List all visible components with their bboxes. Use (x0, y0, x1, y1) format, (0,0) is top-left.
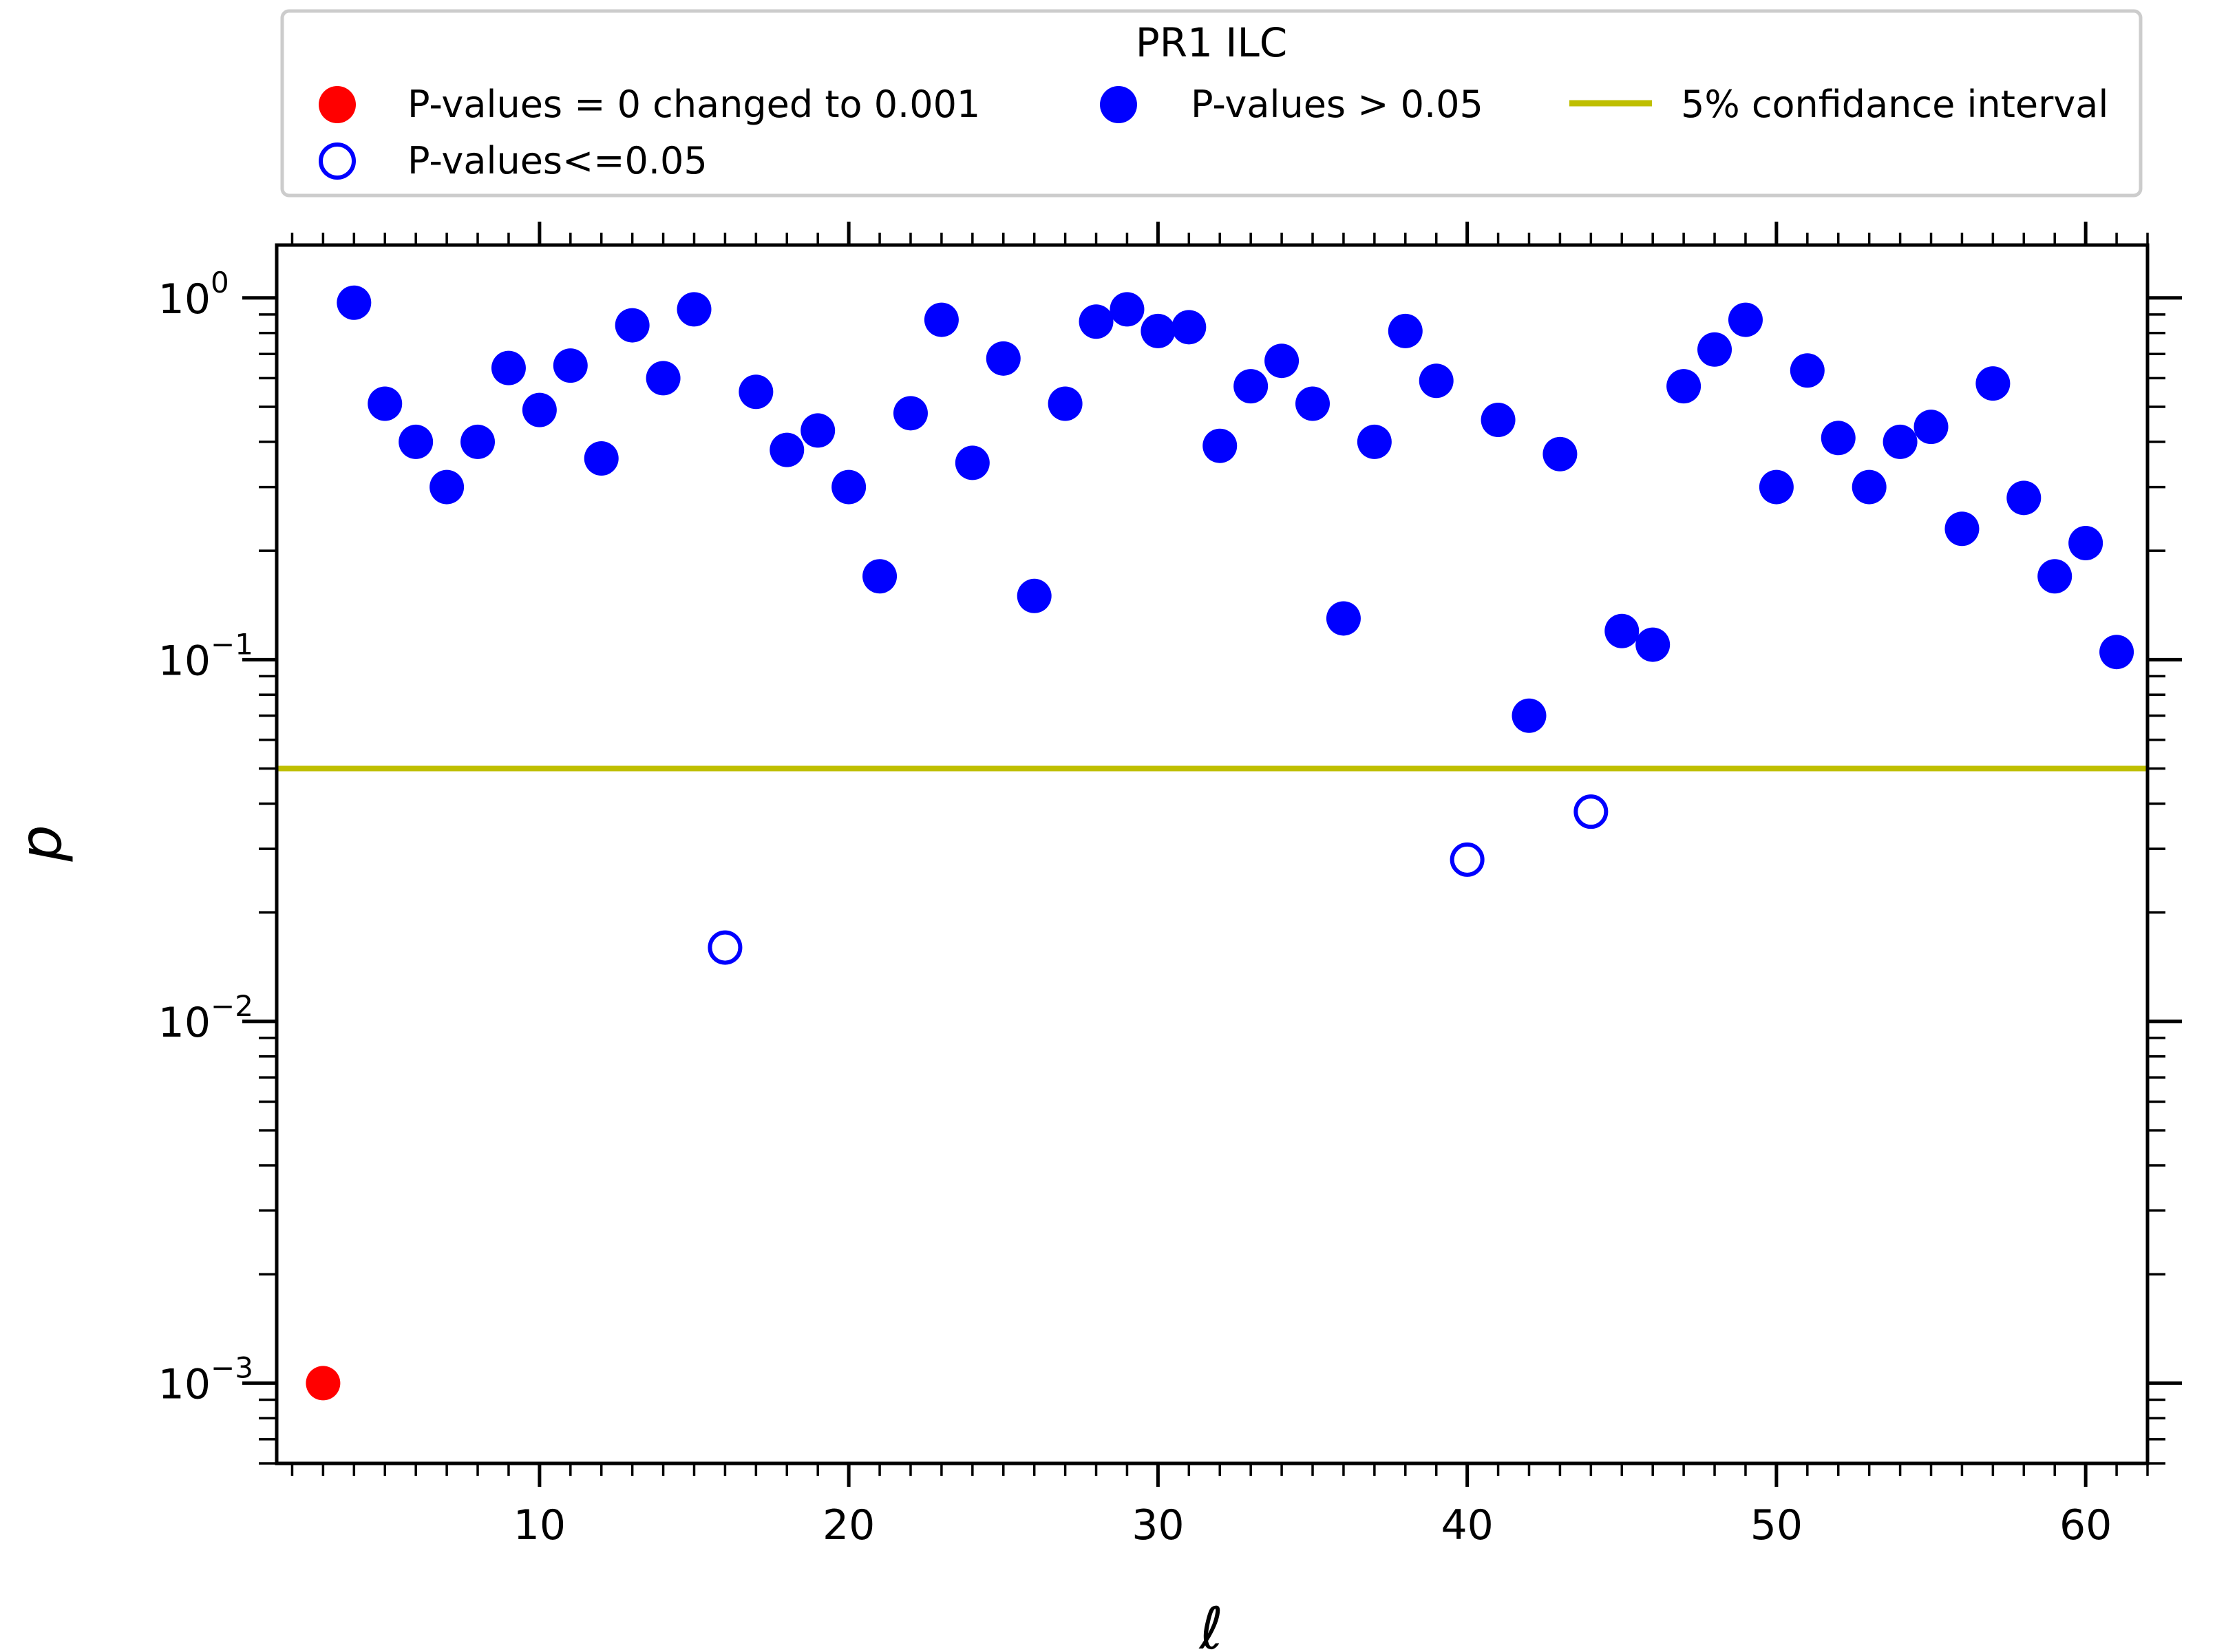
legend-title: PR1 ILC (1136, 19, 1288, 66)
legend-label-zero-pvalues: P-values = 0 changed to 0.001 (407, 83, 980, 126)
x-axis-label: ℓ (1198, 1595, 1224, 1652)
large-pvalue-point (399, 424, 434, 459)
large-pvalue-point (1697, 332, 1732, 367)
large-pvalue-point (1357, 424, 1392, 459)
x-tick-label: 40 (1441, 1501, 1493, 1549)
large-pvalue-point (1326, 601, 1361, 636)
large-pvalue-point (646, 361, 681, 396)
large-pvalue-point (1852, 469, 1887, 505)
large-pvalue-point (955, 445, 990, 480)
large-pvalue-point (924, 302, 959, 337)
large-pvalue-point (1141, 313, 1176, 348)
large-pvalue-point (1821, 421, 1856, 456)
y-tick-label-exponent: 0 (211, 266, 229, 299)
large-pvalue-point (1233, 369, 1269, 404)
large-pvalue-point (1913, 410, 1949, 445)
large-pvalue-point (584, 441, 619, 476)
large-pvalue-point (1512, 698, 1547, 733)
large-pvalue-point (430, 469, 465, 505)
large-pvalue-point (801, 413, 836, 448)
small-pvalue-point (708, 930, 743, 965)
large-pvalue-point (2006, 480, 2042, 516)
legend-marker-small-pvalues (319, 142, 356, 180)
legend-label-large-pvalues: P-values > 0.05 (1191, 83, 1483, 126)
large-pvalue-point (491, 350, 526, 385)
large-pvalue-point (553, 348, 588, 383)
large-pvalue-point (1759, 469, 1794, 505)
y-tick-label: 10 (158, 275, 211, 324)
large-pvalue-point (1542, 436, 1578, 472)
x-tick-label: 50 (1750, 1501, 1803, 1549)
large-pvalue-point (1481, 403, 1516, 438)
large-pvalue-point (2099, 635, 2134, 670)
y-tick-label: 10 (158, 999, 211, 1047)
large-pvalue-point (1264, 343, 1300, 379)
large-pvalue-point (1048, 386, 1083, 421)
large-pvalue-point (893, 396, 928, 431)
large-pvalue-point (862, 559, 898, 594)
small-pvalue-point (1573, 794, 1609, 829)
large-pvalue-point (1017, 578, 1052, 613)
large-pvalue-point (1975, 366, 2011, 401)
large-pvalue-point (522, 392, 557, 427)
large-pvalue-point (368, 386, 403, 421)
large-pvalue-point (1295, 386, 1330, 421)
large-pvalue-point (1110, 292, 1145, 327)
large-pvalue-point (677, 292, 712, 327)
large-pvalue-point (1604, 613, 1640, 648)
large-pvalue-point (2068, 525, 2103, 560)
large-pvalue-point (1944, 511, 1980, 547)
legend: PR1 ILC P-values = 0 changed to 0.001 P-… (280, 9, 2143, 198)
x-tick-label: 30 (1132, 1501, 1184, 1549)
legend-box (280, 9, 2143, 198)
large-pvalue-point (1388, 313, 1423, 348)
x-tick-label: 60 (2059, 1501, 2112, 1549)
large-pvalue-point (1666, 369, 1701, 404)
plot-area (275, 243, 2150, 1465)
legend-marker-zero-pvalues (319, 86, 356, 123)
y-tick-label: 10 (158, 637, 211, 685)
small-pvalue-point (1450, 842, 1485, 877)
y-tick-label-exponent: −1 (211, 627, 253, 661)
large-pvalue-point (1883, 424, 1918, 459)
large-pvalue-point (1079, 304, 1114, 339)
large-pvalue-point (460, 424, 496, 459)
large-pvalue-point (615, 308, 650, 343)
large-pvalue-point (831, 469, 867, 505)
legend-label-confidence-line: 5% confidance interval (1681, 83, 2108, 126)
large-pvalue-point (986, 341, 1021, 376)
y-axis-label: p (7, 825, 74, 862)
x-tick-label: 10 (513, 1501, 566, 1549)
y-tick-label-exponent: −3 (211, 1351, 253, 1384)
large-pvalue-point (739, 374, 774, 410)
y-tick-label: 10 (158, 1360, 211, 1408)
large-pvalue-point (1419, 363, 1454, 399)
axis-ticks (242, 222, 2182, 1487)
x-tick-label: 20 (823, 1501, 875, 1549)
large-pvalue-point (1728, 302, 1763, 337)
zero-pvalue-point (306, 1366, 341, 1401)
legend-marker-large-pvalues (1100, 86, 1137, 123)
large-pvalue-point (1171, 310, 1207, 345)
large-pvalue-point (1202, 428, 1238, 463)
large-pvalue-point (2037, 559, 2072, 594)
legend-label-small-pvalues: P-values<=0.05 (407, 139, 708, 182)
large-pvalue-point (1635, 627, 1671, 662)
large-pvalue-point (1790, 353, 1825, 388)
data-points (306, 285, 2134, 1401)
large-pvalue-point (337, 285, 372, 320)
y-tick-label-exponent: −2 (211, 989, 253, 1023)
large-pvalue-point (770, 432, 805, 467)
